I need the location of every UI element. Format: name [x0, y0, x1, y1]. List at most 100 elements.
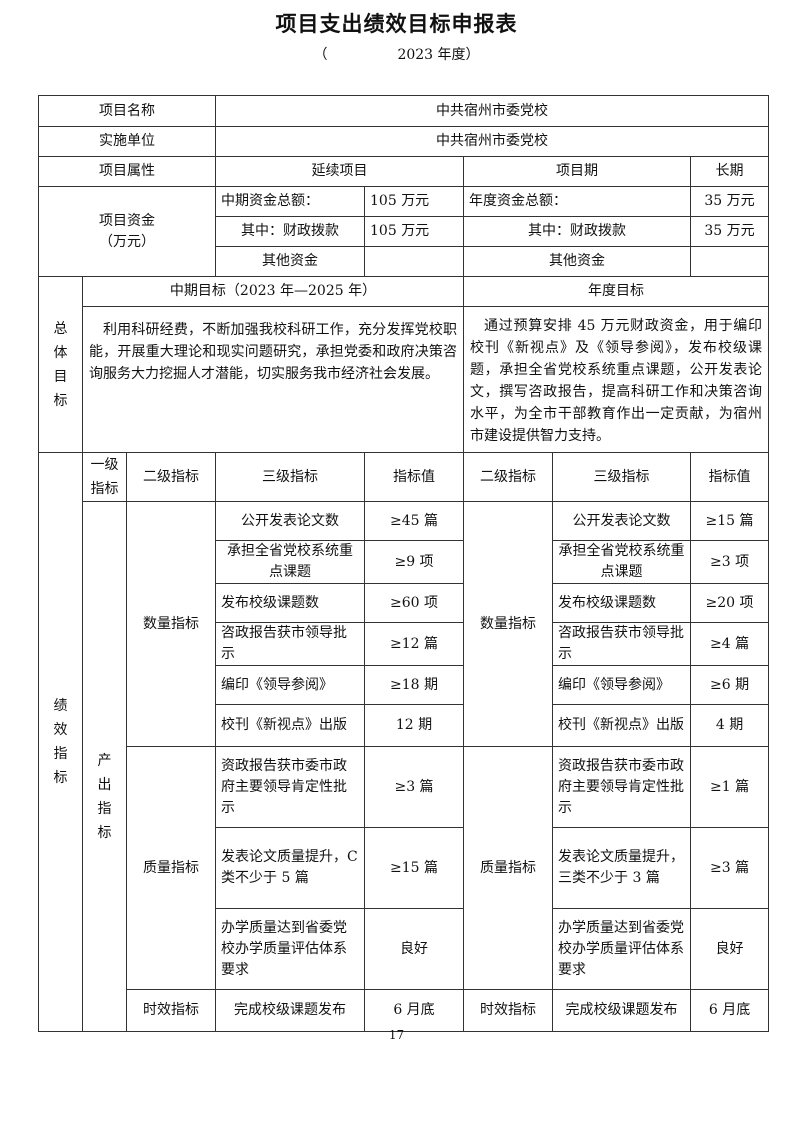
indicator-row: 编印《领导参阅》 ≥18 期编印《领导参阅》 ≥6 期	[39, 665, 770, 705]
level3-indicator-year: 编印《领导参阅》	[552, 665, 692, 705]
year-subtitle: （ 2023 年度）	[0, 44, 793, 64]
indicator-value: ≥9 项	[364, 540, 465, 584]
indicator-value: ≥3 篇	[364, 746, 465, 828]
level3-indicator: 承担全省党校系统重点课题	[215, 540, 366, 584]
level3-indicator: 办学质量达到省委党校办学质量评估体系要求	[215, 908, 366, 990]
level3-indicator-year: 完成校级课题发布	[552, 989, 692, 1032]
indicator-value-year: ≥3 篇	[690, 827, 770, 909]
indicator-row: 产出指标 数量指标 公开发表论文数 ≥45 篇数量指标 公开发表论文数 ≥15 篇	[39, 501, 770, 1032]
header-level2-year: 二级指标	[463, 452, 554, 502]
funds-label-text: 项目资金	[99, 212, 155, 229]
indicator-row: 发布校级课题数 ≥60 项发布校级课题数 ≥20 项	[39, 583, 770, 623]
level3-indicator: 公开发表论文数	[215, 501, 366, 541]
mid-goal-text: 利用科研经费，不断加强我校科研工作，充分发挥党校职能，开展重大理论和现实问题研究…	[81, 306, 465, 453]
level2-indicator: 时效指标	[125, 989, 217, 1032]
level2-indicator: 质量指标	[125, 746, 217, 990]
performance-label-text: 绩效指标	[53, 698, 68, 786]
header-level3: 三级指标	[215, 452, 366, 502]
level3-indicator: 发表论文质量提升，C类不少于 5 篇	[215, 827, 366, 909]
level3-indicator: 编印《领导参阅》	[215, 665, 366, 705]
page-number: 17	[388, 1028, 405, 1042]
level3-indicator-year: 发布校级课题数	[552, 583, 692, 623]
indicator-row: 承担全省党校系统重点课题 ≥9 项承担全省党校系统重点课题 ≥3 项	[39, 540, 770, 584]
year-other-label: 其他资金	[463, 246, 692, 277]
unit-label: 实施单位	[37, 126, 217, 157]
level2-indicator-year: 时效指标	[463, 989, 554, 1032]
mid-total-value: 105 万元	[364, 186, 465, 217]
overall-goals-label: 总体目标	[38, 276, 83, 453]
unit-value: 中共宿州市委党校	[215, 126, 770, 157]
period-label: 项目期	[463, 156, 692, 187]
year-other-value	[690, 246, 770, 277]
year-total-label: 年度资金总额：	[463, 186, 692, 217]
indicator-row: 咨政报告获市领导批示 ≥12 篇咨政报告获市领导批示 ≥4 篇	[39, 622, 770, 666]
level3-indicator-year: 发表论文质量提升，三类不少于 3 篇	[552, 827, 692, 909]
indicator-value: ≥60 项	[364, 583, 465, 623]
indicator-value-year: 4 期	[690, 704, 770, 747]
year-fiscal-value: 35 万元	[690, 216, 770, 247]
level3-indicator-year: 公开发表论文数	[552, 501, 692, 541]
indicator-row: 发表论文质量提升，C类不少于 5 篇 ≥15 篇 发表论文质量提升，三类不少于 3 …	[39, 827, 770, 909]
indicator-value: ≥18 期	[364, 665, 465, 705]
indicator-value-year: ≥3 项	[690, 540, 770, 584]
level3-indicator-year: 咨政报告获市领导批示	[552, 622, 692, 666]
period-value: 长期	[690, 156, 770, 187]
level3-indicator: 发布校级课题数	[215, 583, 366, 623]
mid-fiscal-label: 其中：财政拨款	[215, 216, 366, 247]
mid-goal-header: 中期目标（2023 年—2025 年）	[81, 276, 465, 307]
level3-indicator-year: 承担全省党校系统重点课题	[552, 540, 692, 584]
indicator-value: 良好	[364, 908, 465, 990]
indicator-value-year: 良好	[690, 908, 770, 990]
attr-label: 项目属性	[37, 156, 217, 187]
performance-target-form: 项目名称 中共宿州市委党校 实施单位 中共宿州市委党校 项目属性 延续项目 项目期 长期 …	[37, 95, 770, 1032]
indicator-value: ≥15 篇	[364, 827, 465, 909]
year-fiscal-label: 其中：财政拨款	[463, 216, 692, 247]
indicator-value-year: ≥15 篇	[690, 501, 770, 541]
project-name-value: 中共宿州市委党校	[215, 95, 770, 127]
level1-output-text: 产出指标	[97, 752, 112, 841]
year-total-value: 35 万元	[690, 186, 770, 217]
year-goal-text: 通过预算安排 45 万元财政资金，用于编印校刊《新视点》及《领导参阅》，发布校级…	[463, 306, 770, 453]
header-value: 指标值	[364, 452, 465, 502]
indicator-value: ≥12 篇	[364, 622, 465, 666]
project-name-label: 项目名称	[37, 95, 217, 127]
indicator-value: 6 月底	[364, 989, 465, 1032]
level1-output-indicator: 产出指标	[82, 501, 127, 1032]
funds-label: 项目资金 （万元）	[37, 186, 217, 277]
indicator-value-year: 6 月底	[690, 989, 770, 1032]
subtitle-open: （	[313, 47, 328, 63]
header-level1: 一级指标	[82, 452, 127, 502]
level3-indicator-year: 校刊《新视点》出版	[552, 704, 692, 747]
indicator-value-year: ≥1 篇	[690, 746, 770, 828]
overall-goals-text: 总体目标	[53, 320, 68, 409]
indicator-row: 质量指标 资政报告获市委市政府主要领导肯定性批示 ≥3 篇质量指标 资政报告获市委市政…	[39, 746, 770, 990]
level3-indicator: 完成校级课题发布	[215, 989, 366, 1032]
funds-label-unit: （万元）	[99, 233, 155, 250]
level3-indicator: 咨政报告获市领导批示	[215, 622, 366, 666]
header-level1-text: 一级指标	[90, 457, 119, 497]
subtitle-year: 2023 年度）	[397, 47, 480, 63]
indicator-value: ≥45 篇	[364, 501, 465, 541]
header-value-year: 指标值	[690, 452, 770, 502]
level3-indicator: 资政报告获市委市政府主要领导肯定性批示	[215, 746, 366, 828]
level2-indicator-year: 数量指标	[463, 501, 554, 747]
level2-indicator: 数量指标	[125, 501, 217, 747]
performance-label: 绩效指标	[38, 452, 83, 1032]
level3-indicator-year: 资政报告获市委市政府主要领导肯定性批示	[552, 746, 692, 828]
indicator-value: 12 期	[364, 704, 465, 747]
header-level2: 二级指标	[125, 452, 217, 502]
indicator-row: 时效指标 完成校级课题发布 6 月底 时效指标 完成校级课题发布 6 月底	[39, 989, 770, 1032]
mid-total-label: 中期资金总额：	[215, 186, 366, 217]
mid-fiscal-value: 105 万元	[364, 216, 465, 247]
indicator-value-year: ≥20 项	[690, 583, 770, 623]
indicator-value-year: ≥6 期	[690, 665, 770, 705]
indicator-row: 办学质量达到省委党校办学质量评估体系要求 良好 办学质量达到省委党校办学质量评估体系…	[39, 908, 770, 990]
level3-indicator-year: 办学质量达到省委党校办学质量评估体系要求	[552, 908, 692, 990]
year-goal-header: 年度目标	[463, 276, 770, 307]
attr-value: 延续项目	[215, 156, 465, 187]
indicator-value-year: ≥4 篇	[690, 622, 770, 666]
header-level3-year: 三级指标	[552, 452, 692, 502]
level3-indicator: 校刊《新视点》出版	[215, 704, 366, 747]
mid-other-label: 其他资金	[215, 246, 366, 277]
level2-indicator-year: 质量指标	[463, 746, 554, 990]
